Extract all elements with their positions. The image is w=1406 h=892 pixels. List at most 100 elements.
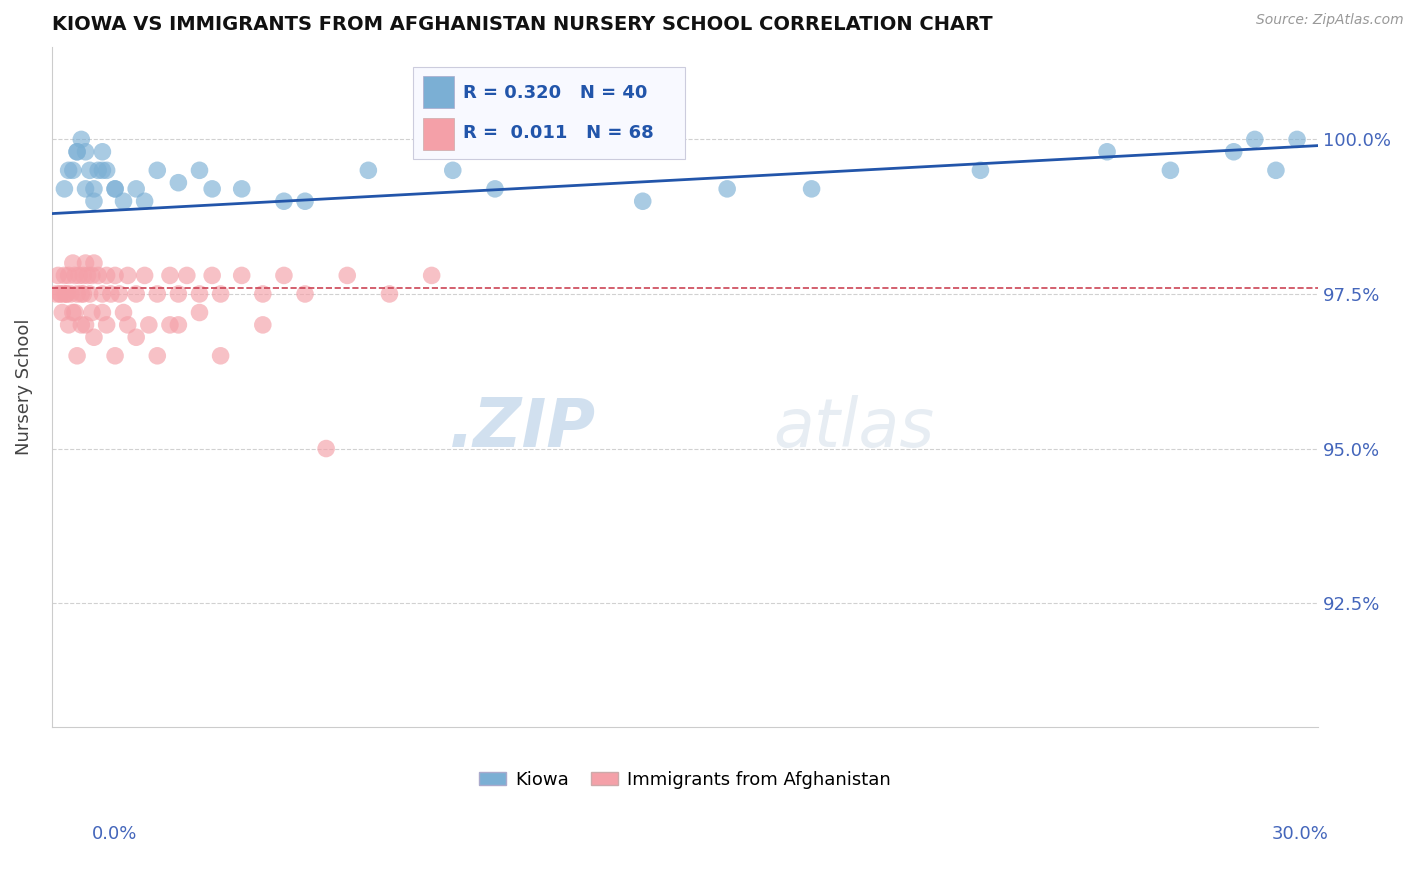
Text: 30.0%: 30.0% <box>1272 825 1329 843</box>
Point <box>70 287 93 301</box>
Point <box>70 318 93 332</box>
Point <box>273 268 295 283</box>
Point <box>201 268 224 283</box>
Point <box>63 268 86 283</box>
Point <box>315 442 337 456</box>
Point <box>75 182 97 196</box>
Legend: Kiowa, Immigrants from Afghanistan: Kiowa, Immigrants from Afghanistan <box>472 764 898 796</box>
Point <box>1159 163 1181 178</box>
Point <box>72 268 94 283</box>
Y-axis label: Nursery School: Nursery School <box>15 318 32 455</box>
Point <box>62 163 84 178</box>
Point <box>441 163 464 178</box>
Point <box>46 268 69 283</box>
Point <box>66 145 89 159</box>
Point <box>112 305 135 319</box>
Point <box>80 268 103 283</box>
Point <box>62 256 84 270</box>
Point <box>420 268 443 283</box>
Point <box>83 194 105 209</box>
Point <box>87 163 110 178</box>
Point <box>357 163 380 178</box>
Point <box>49 287 72 301</box>
Point <box>75 145 97 159</box>
Point <box>49 287 72 301</box>
Point <box>96 163 118 178</box>
Point <box>112 194 135 209</box>
Point <box>188 305 211 319</box>
Point <box>80 305 103 319</box>
Point <box>96 318 118 332</box>
Point <box>87 268 110 283</box>
Point <box>138 318 160 332</box>
Point <box>1222 145 1244 159</box>
Point <box>58 163 80 178</box>
Point <box>55 287 77 301</box>
Point <box>66 287 89 301</box>
Point <box>70 132 93 146</box>
Point <box>66 145 89 159</box>
Point <box>294 194 316 209</box>
FancyBboxPatch shape <box>423 76 454 109</box>
Point <box>209 349 232 363</box>
Point <box>104 182 127 196</box>
FancyBboxPatch shape <box>423 118 454 150</box>
Point <box>800 182 823 196</box>
Point <box>83 330 105 344</box>
Point <box>252 287 274 301</box>
Point <box>51 305 73 319</box>
Point <box>58 318 80 332</box>
Point <box>75 256 97 270</box>
Text: atlas: atlas <box>773 394 935 460</box>
Point <box>91 145 114 159</box>
Point <box>96 268 118 283</box>
Point <box>1264 163 1286 178</box>
Point <box>167 318 190 332</box>
Point <box>294 287 316 301</box>
Point <box>67 268 90 283</box>
Point <box>55 287 77 301</box>
Point <box>104 349 127 363</box>
Point <box>134 268 156 283</box>
Point <box>252 318 274 332</box>
Point <box>188 163 211 178</box>
Point <box>969 163 991 178</box>
Point <box>159 268 181 283</box>
Point <box>146 287 169 301</box>
Point <box>108 287 131 301</box>
Point <box>209 287 232 301</box>
Point <box>631 194 654 209</box>
Point <box>159 318 181 332</box>
Point <box>146 349 169 363</box>
Point <box>91 163 114 178</box>
Point <box>134 194 156 209</box>
Point <box>146 163 169 178</box>
Point <box>83 256 105 270</box>
Text: KIOWA VS IMMIGRANTS FROM AFGHANISTAN NURSERY SCHOOL CORRELATION CHART: KIOWA VS IMMIGRANTS FROM AFGHANISTAN NUR… <box>52 15 993 34</box>
Point <box>125 287 148 301</box>
Point <box>62 305 84 319</box>
Point <box>63 305 86 319</box>
Point <box>83 182 105 196</box>
Point <box>91 305 114 319</box>
Point <box>72 287 94 301</box>
Text: Source: ZipAtlas.com: Source: ZipAtlas.com <box>1256 13 1403 28</box>
Point <box>58 268 80 283</box>
Point <box>273 194 295 209</box>
Point <box>75 318 97 332</box>
Point <box>59 287 82 301</box>
Point <box>53 182 76 196</box>
Point <box>201 182 224 196</box>
Point <box>79 287 101 301</box>
Point <box>91 287 114 301</box>
Point <box>167 287 190 301</box>
Text: 0.0%: 0.0% <box>91 825 136 843</box>
Point <box>66 349 89 363</box>
Point <box>104 182 127 196</box>
Point <box>125 182 148 196</box>
Point <box>53 268 76 283</box>
Point <box>125 330 148 344</box>
Point <box>117 318 139 332</box>
Point <box>484 182 506 196</box>
Point <box>53 287 76 301</box>
